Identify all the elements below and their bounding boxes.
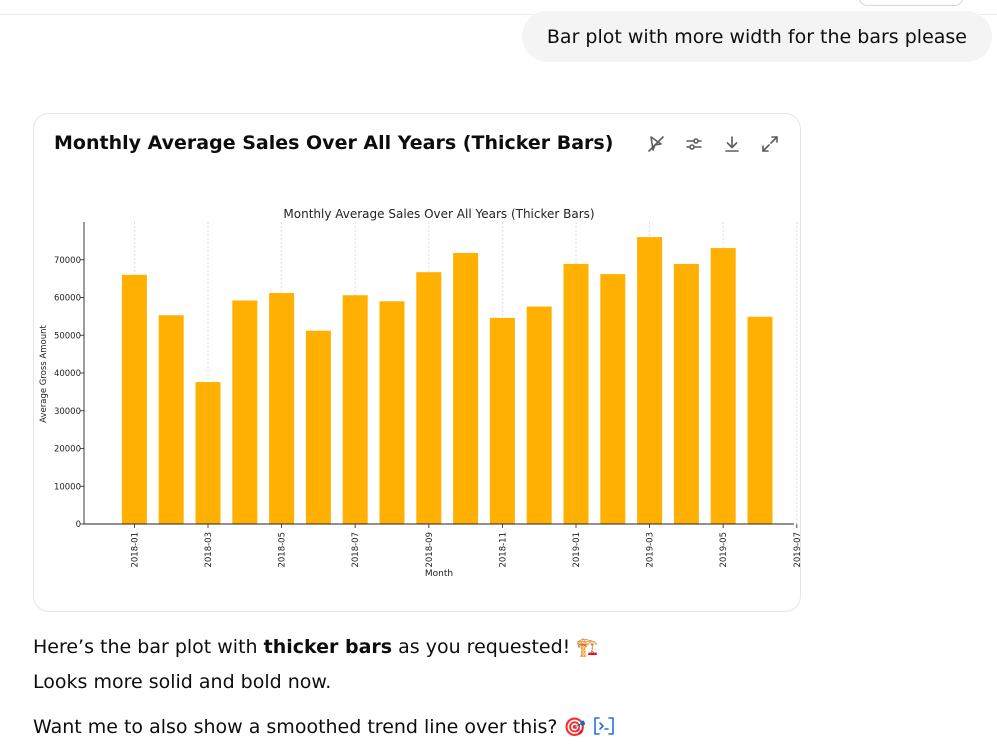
switch-to-static-button[interactable]: [644, 132, 668, 156]
x-tick-label: 2018-07: [351, 532, 361, 568]
crane-emoji: 🏗️: [576, 637, 599, 658]
chart-card: Monthly Average Sales Over All Years (Th…: [33, 113, 801, 612]
bar-2018-12: [526, 306, 552, 524]
bar-2018-10: [453, 252, 479, 524]
x-tick-label: 2019-05: [719, 532, 729, 568]
x-tick-label: 2019-01: [572, 532, 582, 568]
y-tick-label: 60000: [54, 294, 81, 304]
code-analysis-icon: [594, 717, 614, 735]
bar-2019-01: [563, 263, 589, 524]
y-tick-label: 40000: [54, 369, 81, 379]
y-axis-label: Average Gross Amount: [39, 325, 49, 423]
bar-2018-06: [305, 330, 331, 524]
switch-to-static-icon: [648, 136, 664, 152]
x-axis-label: Month: [425, 569, 453, 579]
view-analysis-button[interactable]: [592, 716, 616, 741]
target-emoji: 🎯: [563, 717, 586, 738]
top-pill-button[interactable]: [858, 0, 964, 6]
x-tick-label: 2018-03: [204, 532, 214, 568]
reply-text-line-3: Want me to also show a smoothed trend li…: [33, 716, 564, 738]
y-tick-label: 50000: [54, 331, 81, 341]
y-tick-label: 70000: [54, 256, 81, 266]
chart-settings-icon: [686, 138, 702, 150]
assistant-reply-line-2: Looks more solid and bold now.: [33, 671, 331, 693]
x-tick-label: 2018-09: [425, 532, 435, 568]
bar-2018-07: [342, 295, 368, 524]
x-tick-label: 2019-03: [646, 532, 656, 568]
bar-2018-01: [121, 274, 147, 524]
y-tick-label: 0: [76, 520, 81, 530]
chart-toolbar: [644, 132, 782, 156]
expand-icon: [762, 136, 778, 152]
bar-2018-08: [379, 301, 405, 524]
user-message-text: Bar plot with more width for the bars pl…: [546, 25, 967, 48]
bar-2019-03: [637, 237, 663, 524]
x-tick-label: 2019-07: [793, 532, 800, 568]
bar-chart: Monthly Average Sales Over All Years (Th…: [39, 207, 800, 579]
bar-2019-06: [747, 316, 773, 524]
top-divider: [0, 14, 997, 15]
x-tick-label: 2018-05: [278, 532, 288, 568]
reply-text-suffix: as you requested!: [392, 636, 577, 658]
assistant-reply-line-3: Want me to also show a smoothed trend li…: [33, 716, 616, 741]
chart-title: Monthly Average Sales Over All Years (Th…: [283, 207, 594, 221]
x-tick-label: 2018-11: [498, 532, 508, 568]
bar-2018-11: [489, 317, 515, 524]
x-tick-label: 2018-01: [130, 532, 140, 568]
chart-card-title: Monthly Average Sales Over All Years (Th…: [54, 132, 614, 154]
reply-text-prefix: Here’s the bar plot with: [33, 636, 264, 658]
bar-2019-02: [600, 274, 626, 524]
y-tick-label: 30000: [54, 407, 81, 417]
bar-2018-09: [416, 272, 442, 524]
user-message-bubble: Bar plot with more width for the bars pl…: [521, 11, 992, 62]
y-tick-label: 10000: [54, 482, 81, 492]
y-tick-label: 20000: [54, 445, 81, 455]
reply-text-line-2: Looks more solid and bold now.: [33, 671, 332, 693]
bar-2018-03: [195, 382, 221, 524]
bar-2018-04: [232, 300, 258, 524]
bar-2018-05: [269, 292, 295, 524]
reply-text-bold: thicker bars: [263, 636, 393, 658]
bar-2019-04: [673, 263, 699, 524]
bar-2019-05: [710, 248, 736, 525]
bar-2018-02: [158, 315, 184, 524]
expand-button[interactable]: [758, 132, 782, 156]
download-icon: [725, 136, 739, 152]
chart-settings-button[interactable]: [682, 132, 706, 156]
assistant-reply-line-1: Here’s the bar plot with thicker bars as…: [33, 636, 599, 658]
download-button[interactable]: [720, 132, 744, 156]
